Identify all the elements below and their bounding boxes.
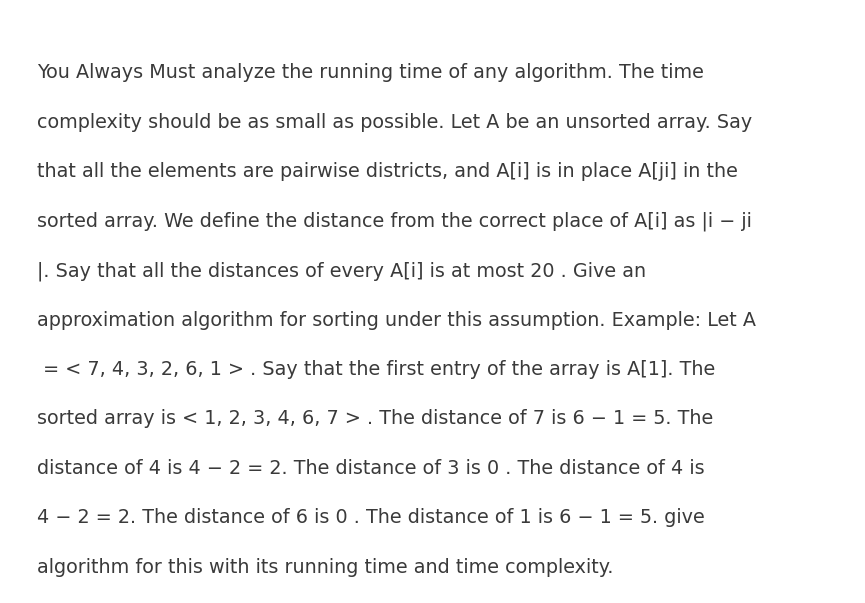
Text: distance of 4 is 4 − 2 = 2. The distance of 3 is 0 . The distance of 4 is: distance of 4 is 4 − 2 = 2. The distance…: [37, 459, 705, 478]
Text: algorithm for this with its running time and time complexity.: algorithm for this with its running time…: [37, 558, 613, 577]
Text: |. Say that all the distances of every A[i] is at most 20 . Give an: |. Say that all the distances of every A…: [37, 261, 646, 280]
Text: sorted array. We define the distance from the correct place of A[i] as |i − ji: sorted array. We define the distance fro…: [37, 212, 752, 231]
Text: You Always Must analyze the running time of any algorithm. The time: You Always Must analyze the running time…: [37, 63, 704, 83]
Text: = < 7, 4, 3, 2, 6, 1 > . Say that the first entry of the array is A[1]. The: = < 7, 4, 3, 2, 6, 1 > . Say that the fi…: [37, 360, 715, 379]
Text: 4 − 2 = 2. The distance of 6 is 0 . The distance of 1 is 6 − 1 = 5. give: 4 − 2 = 2. The distance of 6 is 0 . The …: [37, 508, 705, 528]
Text: that all the elements are pairwise districts, and A[i] is in place A[ji] in the: that all the elements are pairwise distr…: [37, 162, 738, 182]
Text: sorted array is < 1, 2, 3, 4, 6, 7 > . The distance of 7 is 6 − 1 = 5. The: sorted array is < 1, 2, 3, 4, 6, 7 > . T…: [37, 409, 714, 429]
Text: complexity should be as small as possible. Let A be an unsorted array. Say: complexity should be as small as possibl…: [37, 113, 753, 132]
Text: approximation algorithm for sorting under this assumption. Example: Let A: approximation algorithm for sorting unde…: [37, 311, 756, 330]
